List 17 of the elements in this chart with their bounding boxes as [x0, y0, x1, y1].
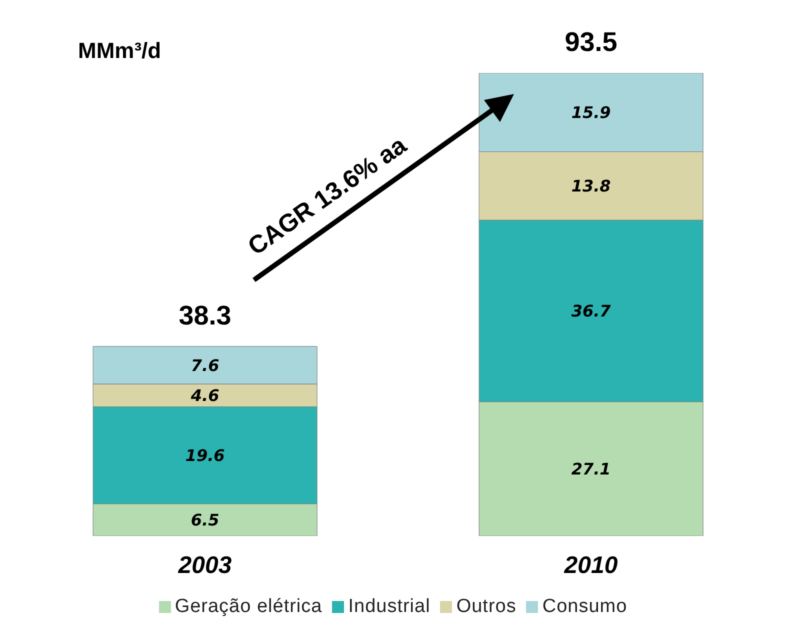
x-tick-label: 2010 [563, 552, 618, 580]
data-label: 19.6 [185, 446, 225, 465]
data-label: 4.6 [190, 386, 220, 406]
y-axis-title: MMm³/d [78, 38, 162, 64]
legend-label: Outros [456, 596, 516, 617]
data-label: 36.7 [571, 302, 612, 321]
data-label: 7.6 [190, 356, 220, 375]
legend-label: Industrial [348, 596, 430, 617]
legend-label: Consumo [542, 596, 628, 617]
total-label: 93.5 [564, 27, 618, 57]
data-label: 27.1 [571, 460, 611, 479]
x-tick-label: 2003 [177, 552, 232, 580]
data-label: 13.8 [571, 176, 611, 196]
legend-label: Geração elétrica [174, 596, 322, 617]
data-label: 15.9 [571, 103, 611, 122]
data-label: 6.5 [190, 510, 220, 530]
total-label: 38.3 [178, 300, 232, 330]
